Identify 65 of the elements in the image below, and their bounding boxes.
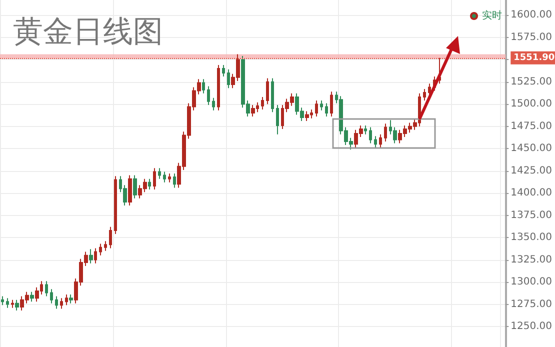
candlestick xyxy=(15,299,19,312)
candlestick xyxy=(271,78,274,113)
candlestick xyxy=(379,134,382,148)
candlestick xyxy=(251,104,255,118)
text: 黄金日线图 xyxy=(13,14,163,50)
candlestick xyxy=(6,298,9,308)
candlestick xyxy=(428,83,431,97)
candlestick xyxy=(276,104,279,135)
y-tick-label: 1500.00 xyxy=(510,98,552,110)
candlestick xyxy=(384,123,387,142)
candlestick xyxy=(320,100,323,111)
candlestick xyxy=(153,168,156,190)
candlestick xyxy=(65,294,68,306)
candlestick xyxy=(55,296,58,310)
candlestick xyxy=(168,173,171,183)
candlestick xyxy=(45,280,48,297)
candlestick xyxy=(305,110,309,122)
candlestick xyxy=(202,78,205,94)
candlestick xyxy=(104,240,107,252)
candlestick xyxy=(133,174,137,199)
y-tick-label: 1375.00 xyxy=(510,210,552,221)
candlestick xyxy=(207,86,210,106)
candlestick xyxy=(60,298,63,310)
candlestick xyxy=(89,248,93,264)
candlestick xyxy=(173,173,176,188)
candlestick xyxy=(109,226,112,249)
candlestick xyxy=(163,171,166,183)
candlestick xyxy=(222,64,225,78)
y-tick-label: 1300.00 xyxy=(510,276,552,288)
candlestick xyxy=(227,68,230,89)
candlestick xyxy=(325,102,328,118)
candlestick xyxy=(128,174,132,206)
candlestick xyxy=(94,248,97,264)
candlestick xyxy=(114,176,117,235)
candlestick xyxy=(369,126,372,144)
candlestick xyxy=(330,91,333,118)
candlestick xyxy=(261,96,264,110)
y-tick-label: 1425.00 xyxy=(510,165,552,176)
candlestick xyxy=(423,88,426,102)
candlestick xyxy=(315,100,318,118)
y-tick-label: 1400.00 xyxy=(510,188,552,199)
candlestick xyxy=(266,78,269,105)
candlestick xyxy=(158,168,161,180)
y-tick-label: 1325.00 xyxy=(510,254,552,266)
candlestick xyxy=(148,178,151,190)
y-tick-label: 1475.00 xyxy=(510,120,552,132)
y-tick-label: 1525.00 xyxy=(510,76,552,88)
candlestick xyxy=(11,299,14,308)
candlestick xyxy=(217,64,220,111)
candlestick xyxy=(30,291,34,302)
candlestick xyxy=(1,296,4,306)
y-tick-label: 1350.00 xyxy=(510,232,552,244)
candlestick xyxy=(99,243,102,256)
candlestick xyxy=(50,288,53,304)
legend-label: 实时 xyxy=(482,10,502,22)
y-tick-label: 1600.00 xyxy=(510,10,552,21)
candlestick xyxy=(69,294,73,304)
ref-line-label: 1551.90 xyxy=(514,52,555,63)
y-tick-label: 1250.00 xyxy=(510,321,552,332)
y-tick-label: 1450.00 xyxy=(510,143,552,154)
candlestick xyxy=(364,124,367,135)
candlestick xyxy=(374,136,377,148)
candlestick xyxy=(212,97,215,111)
y-tick-label: 1275.00 xyxy=(510,298,552,310)
y-tick-label: 1575.00 xyxy=(510,32,552,43)
